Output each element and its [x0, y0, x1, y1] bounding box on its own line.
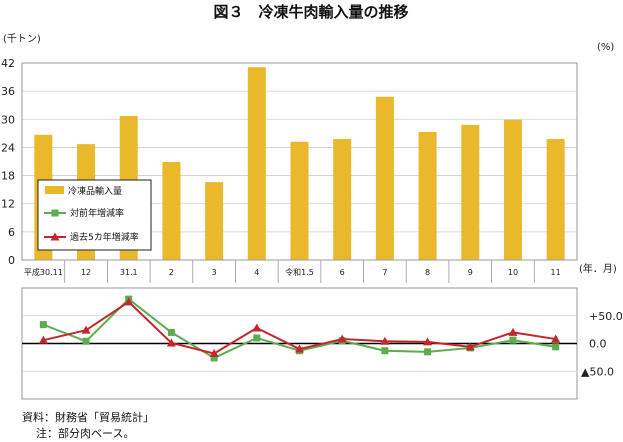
five-year-change-point	[166, 338, 176, 347]
y-tick-label: 0	[8, 254, 15, 267]
x-tick-label: 2	[169, 268, 174, 277]
x-tick-label: 10	[508, 268, 518, 277]
legend-label-import-volume: 冷凍品輸入量	[68, 185, 122, 197]
yoy-change-point	[381, 347, 389, 355]
five-year-change-point	[252, 323, 262, 332]
five-year-change-point	[337, 334, 347, 343]
right-axis-tick-labels: +50.0 0.0 ▲50.0	[581, 310, 623, 379]
x-tick-label: 令和1.5	[285, 267, 314, 277]
footnote: 注：部分肉ベース。	[36, 426, 134, 440]
y-tick-label: 36	[1, 85, 15, 98]
y-tick-label: 24	[1, 141, 15, 154]
line-gridlines	[22, 315, 577, 372]
five-year-change-point	[423, 337, 433, 346]
x-tick-label: 31.1	[120, 268, 138, 277]
left-axis-unit-label: (千トン)	[3, 33, 41, 45]
x-tick-label: 12	[81, 268, 91, 277]
yoy-change-point	[210, 354, 218, 362]
import-volume-bar	[290, 141, 309, 260]
y-tick-label: 42	[1, 57, 15, 70]
import-volume-bar	[546, 138, 565, 260]
change-rate-series	[38, 295, 561, 362]
five-year-change-point	[38, 335, 48, 344]
source-note: 資料：財務省「貿易統計」	[22, 410, 154, 424]
bar-plot-frame	[21, 62, 578, 261]
yoy-change-point	[167, 328, 175, 336]
x-tick-label: 7	[382, 268, 387, 277]
legend: 冷凍品輸入量 対前年増減率 過去5カ年増減率	[37, 179, 152, 251]
five-year-change-point	[380, 336, 390, 345]
x-tick-label: 4	[254, 268, 259, 277]
yoy-change-point	[424, 348, 432, 356]
x-axis-unit-label: (年．月)	[579, 262, 617, 275]
y-tick-label: +50.0	[589, 310, 623, 323]
x-tick-label: 平成30.11	[24, 267, 63, 277]
yoy-change-point	[39, 321, 47, 329]
five-year-change-point	[508, 327, 518, 336]
yoy-change-point	[82, 337, 90, 345]
yoy-change-point	[253, 334, 261, 342]
x-tick-label: 9	[468, 268, 473, 277]
x-tick-label: 3	[212, 268, 217, 277]
five-year-change-point	[551, 334, 561, 343]
yoy-change-point	[509, 336, 517, 344]
x-tick-label: 6	[340, 268, 345, 277]
y-tick-label: 6	[8, 226, 15, 239]
y-tick-label: ▲50.0	[581, 365, 614, 378]
five-year-change-point	[295, 344, 304, 353]
y-tick-label: 0.0	[589, 338, 607, 351]
legend-marker-square-icon	[51, 209, 59, 217]
import-volume-bar	[461, 124, 480, 261]
y-tick-label: 30	[1, 113, 15, 126]
legend-label-yoy-change: 対前年増減率	[70, 207, 124, 219]
y-tick-label: 18	[1, 170, 15, 183]
legend-swatch-import-volume	[45, 186, 64, 194]
import-volume-bar	[333, 138, 352, 260]
five-year-change-point	[465, 342, 475, 351]
import-volume-bar	[418, 131, 437, 260]
five-year-change-point	[209, 348, 219, 357]
x-axis: 平成30.11 12 31.1 2 3 4 令和1.5 6 7 8 9 10 11	[24, 260, 561, 283]
import-volume-bar	[162, 161, 181, 260]
y-tick-label: 12	[1, 198, 15, 211]
import-volume-bar	[247, 67, 266, 260]
chart-title: 図３ 冷凍牛肉輸入量の推移	[213, 3, 408, 21]
x-tick-label: 8	[425, 268, 430, 277]
import-volume-bar	[503, 119, 522, 260]
legend-marker-triangle-icon	[50, 232, 60, 241]
legend-label-five-year-change: 過去5カ年増減率	[70, 231, 139, 243]
line-plot-area: +50.0 0.0 ▲50.0	[21, 287, 623, 400]
five-year-change-point	[124, 297, 134, 306]
right-axis-unit-label: (%)	[597, 42, 614, 53]
left-axis-tick-labels: 0 6 12 18 24 30 36 42	[1, 57, 15, 267]
yoy-change-point	[552, 343, 560, 351]
five-year-change-point	[81, 325, 91, 334]
import-volume-bar	[375, 96, 394, 261]
x-tick-label: 11	[551, 268, 561, 277]
import-volume-bar	[205, 182, 224, 260]
